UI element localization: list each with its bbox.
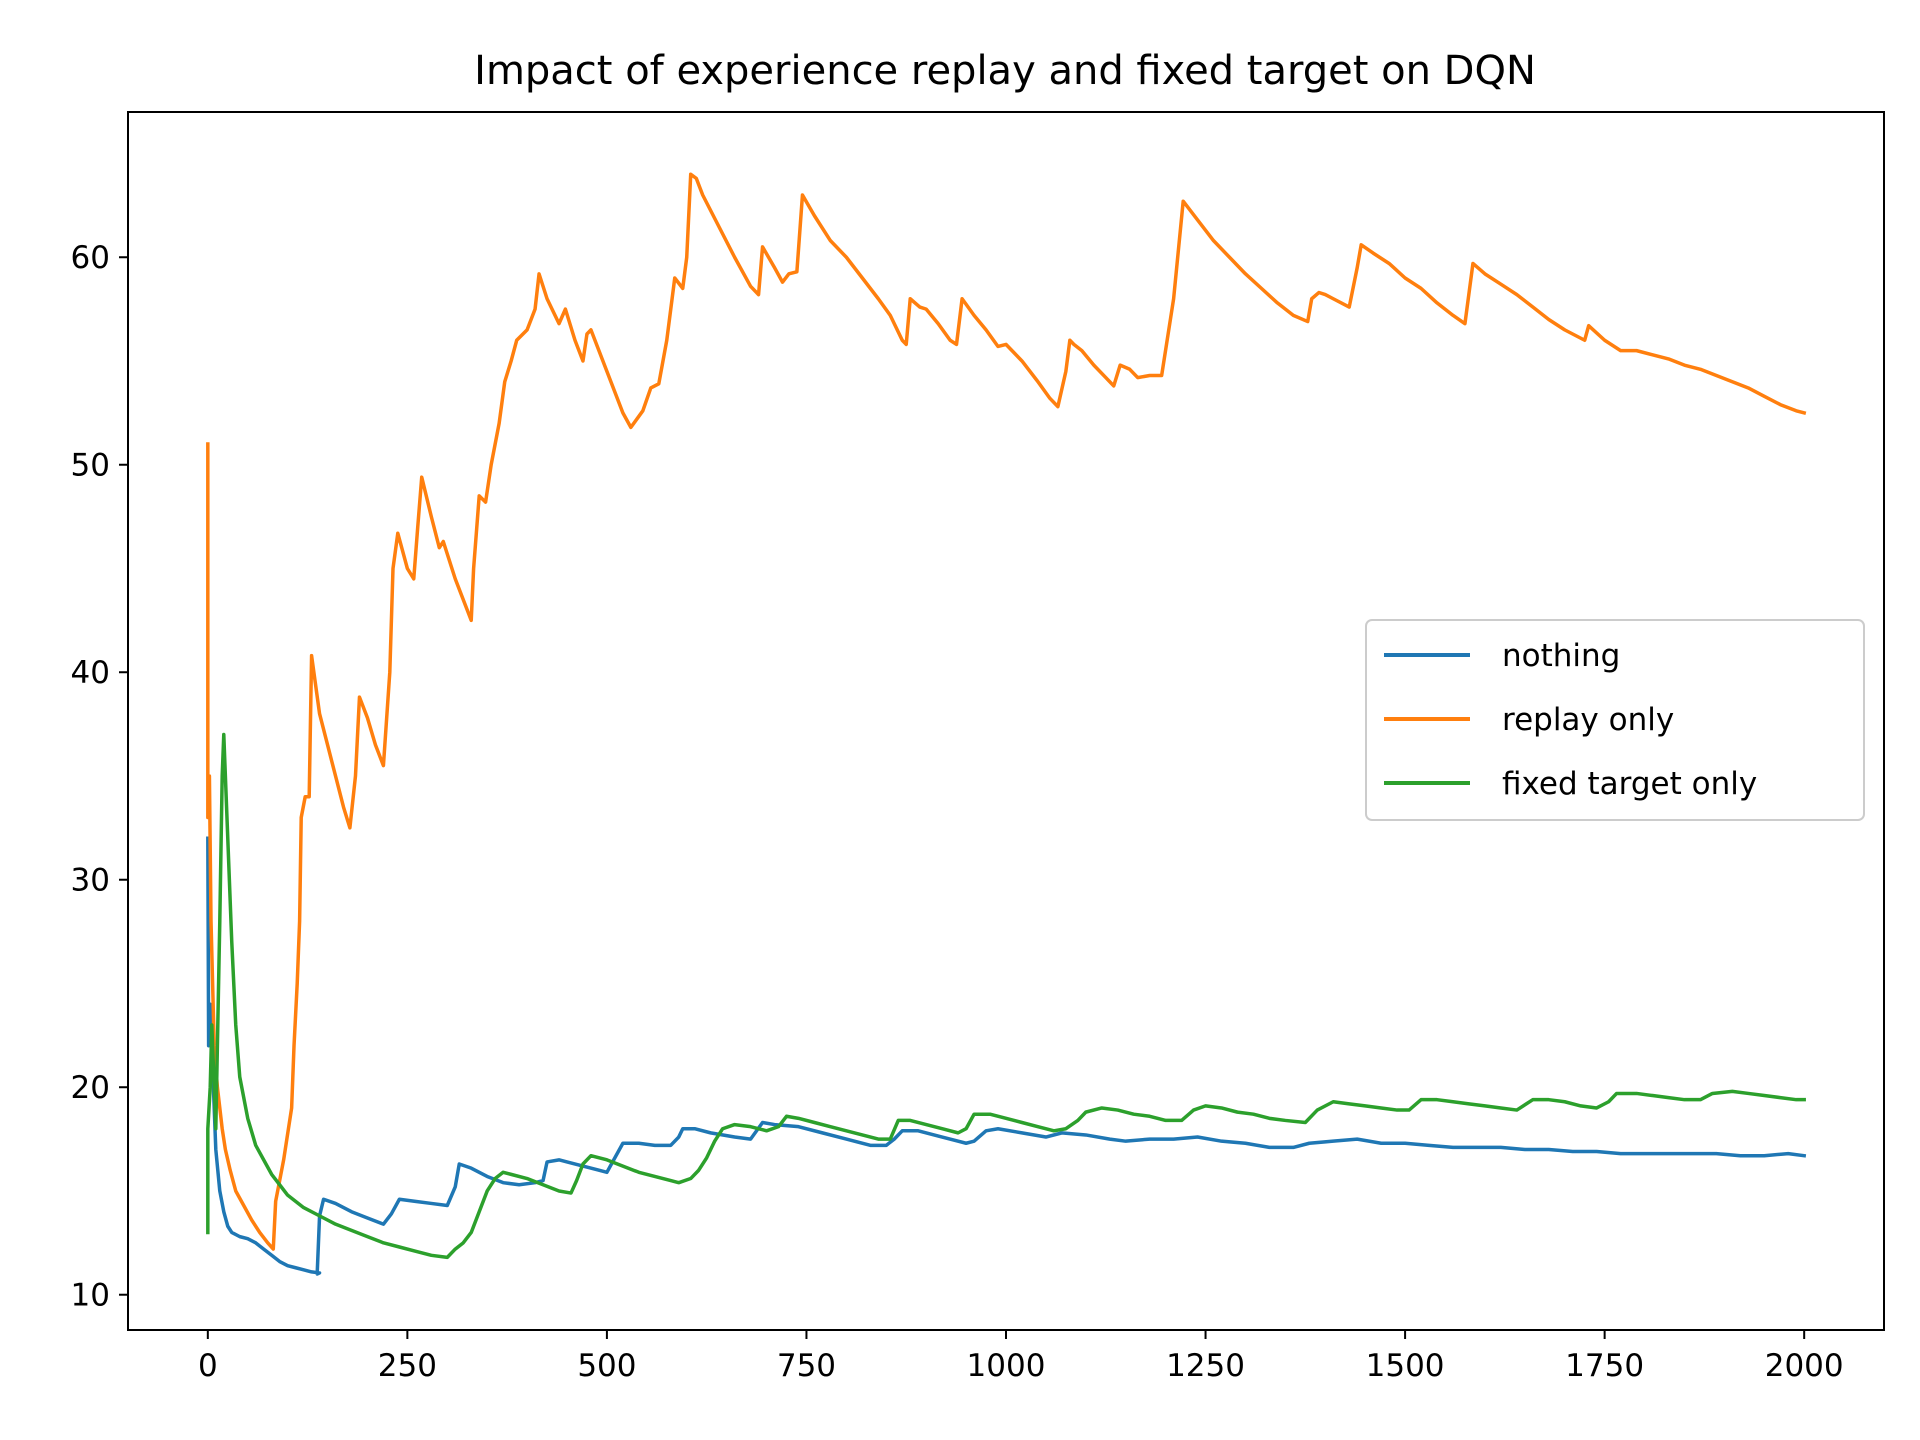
series-line-1 <box>206 172 1807 1251</box>
x-tick-label: 0 <box>198 1348 218 1384</box>
series-layer <box>206 172 1807 1276</box>
legend-label-1: replay only <box>1502 702 1674 738</box>
x-tick-label: 750 <box>777 1348 836 1384</box>
legend-box <box>1365 619 1865 821</box>
x-tick-label: 250 <box>378 1348 437 1384</box>
y-tick-label: 40 <box>71 655 110 691</box>
series-line-0 <box>206 836 1807 1276</box>
y-tick-label: 20 <box>71 1070 110 1106</box>
y-tick-label: 50 <box>71 448 110 484</box>
x-axis: 0 250 500 750 1000 1250 1500 1750 2000 <box>198 1330 1844 1384</box>
legend-items: nothing replay only fixed target only <box>1384 638 1757 802</box>
x-tick-label: 2000 <box>1765 1348 1844 1384</box>
y-tick-label: 30 <box>71 863 110 899</box>
series-line-2 <box>206 732 1806 1260</box>
x-tick-label: 500 <box>577 1348 636 1384</box>
y-tick-label: 60 <box>71 240 110 276</box>
legend: nothing replay only fixed target only <box>1365 619 1865 821</box>
chart-title: Impact of experience replay and fixed ta… <box>474 48 1536 94</box>
y-tick-label: 10 <box>71 1278 110 1314</box>
x-tick-label: 1750 <box>1565 1348 1644 1384</box>
x-tick-label: 1250 <box>1166 1348 1245 1384</box>
legend-label-2: fixed target only <box>1502 766 1757 802</box>
x-tick-label: 1500 <box>1366 1348 1445 1384</box>
y-axis: 10 20 30 40 50 60 <box>71 240 128 1314</box>
legend-label-0: nothing <box>1502 638 1620 674</box>
x-tick-label: 1000 <box>967 1348 1046 1384</box>
